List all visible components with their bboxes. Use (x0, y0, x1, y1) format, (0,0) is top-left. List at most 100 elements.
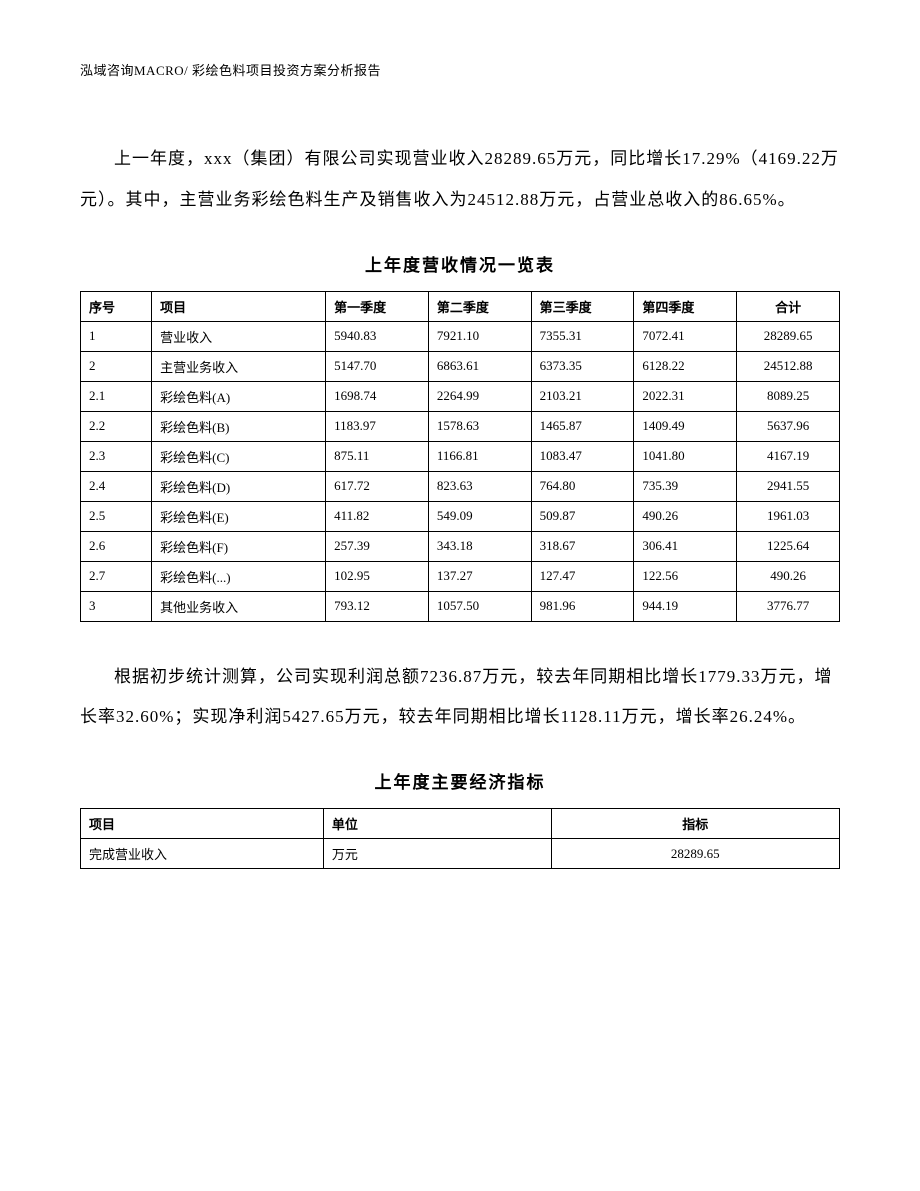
table-cell: 490.26 (737, 561, 840, 591)
table-cell: 2 (81, 351, 152, 381)
table-cell: 7072.41 (634, 321, 737, 351)
table-cell: 735.39 (634, 471, 737, 501)
table-cell: 981.96 (531, 591, 634, 621)
col-q4: 第四季度 (634, 291, 737, 321)
table-cell: 4167.19 (737, 441, 840, 471)
table-cell: 102.95 (326, 561, 429, 591)
col-total: 合计 (737, 291, 840, 321)
table-cell: 1166.81 (428, 441, 531, 471)
col-item: 项目 (152, 291, 326, 321)
table1-body: 1营业收入5940.837921.107355.317072.4128289.6… (81, 321, 840, 621)
table-cell: 306.41 (634, 531, 737, 561)
table-cell: 1578.63 (428, 411, 531, 441)
table1-title: 上年度营收情况一览表 (80, 251, 840, 276)
table-cell: 257.39 (326, 531, 429, 561)
indicator-table: 项目 单位 指标 完成营业收入万元28289.65 (80, 808, 840, 869)
table-cell: 营业收入 (152, 321, 326, 351)
table-cell: 1057.50 (428, 591, 531, 621)
col-unit: 单位 (323, 809, 551, 839)
table-cell: 3776.77 (737, 591, 840, 621)
table-row: 2.7彩绘色料(...)102.95137.27127.47122.56490.… (81, 561, 840, 591)
table-row: 2.2彩绘色料(B)1183.971578.631465.871409.4956… (81, 411, 840, 441)
table-row: 完成营业收入万元28289.65 (81, 839, 840, 869)
table-cell: 793.12 (326, 591, 429, 621)
table-cell: 1 (81, 321, 152, 351)
table-cell: 137.27 (428, 561, 531, 591)
col-seq: 序号 (81, 291, 152, 321)
table-cell: 1961.03 (737, 501, 840, 531)
table-cell: 127.47 (531, 561, 634, 591)
table-cell: 5940.83 (326, 321, 429, 351)
table-cell: 2022.31 (634, 381, 737, 411)
table-cell: 509.87 (531, 501, 634, 531)
col-q2: 第二季度 (428, 291, 531, 321)
table-cell: 875.11 (326, 441, 429, 471)
table-cell: 2.5 (81, 501, 152, 531)
table-cell: 6863.61 (428, 351, 531, 381)
table-cell: 1225.64 (737, 531, 840, 561)
table-cell: 完成营业收入 (81, 839, 324, 869)
col-item: 项目 (81, 809, 324, 839)
table-cell: 1183.97 (326, 411, 429, 441)
table-header-row: 序号 项目 第一季度 第二季度 第三季度 第四季度 合计 (81, 291, 840, 321)
table-cell: 2.2 (81, 411, 152, 441)
table-cell: 28289.65 (551, 839, 839, 869)
table-row: 2.3彩绘色料(C)875.111166.811083.471041.80416… (81, 441, 840, 471)
table-cell: 2.6 (81, 531, 152, 561)
table-cell: 944.19 (634, 591, 737, 621)
table-cell: 617.72 (326, 471, 429, 501)
table-cell: 1041.80 (634, 441, 737, 471)
paragraph-2: 根据初步统计测算，公司实现利润总额7236.87万元，较去年同期相比增长1779… (80, 657, 840, 739)
paragraph-1: 上一年度，xxx（集团）有限公司实现营业收入28289.65万元，同比增长17.… (80, 139, 840, 221)
table-cell: 彩绘色料(A) (152, 381, 326, 411)
table-cell: 万元 (323, 839, 551, 869)
table-cell: 1698.74 (326, 381, 429, 411)
table-header-row: 项目 单位 指标 (81, 809, 840, 839)
table-row: 3其他业务收入793.121057.50981.96944.193776.77 (81, 591, 840, 621)
table-row: 2.6彩绘色料(F)257.39343.18318.67306.411225.6… (81, 531, 840, 561)
table-cell: 彩绘色料(F) (152, 531, 326, 561)
col-q1: 第一季度 (326, 291, 429, 321)
table-cell: 5147.70 (326, 351, 429, 381)
table-cell: 其他业务收入 (152, 591, 326, 621)
table-cell: 28289.65 (737, 321, 840, 351)
table-row: 2.5彩绘色料(E)411.82549.09509.87490.261961.0… (81, 501, 840, 531)
table-cell: 5637.96 (737, 411, 840, 441)
table-row: 2.1彩绘色料(A)1698.742264.992103.212022.3180… (81, 381, 840, 411)
table-cell: 549.09 (428, 501, 531, 531)
col-q3: 第三季度 (531, 291, 634, 321)
table-row: 1营业收入5940.837921.107355.317072.4128289.6… (81, 321, 840, 351)
table-cell: 1465.87 (531, 411, 634, 441)
table-cell: 彩绘色料(D) (152, 471, 326, 501)
table-cell: 彩绘色料(B) (152, 411, 326, 441)
table-cell: 2.7 (81, 561, 152, 591)
page-header: 泓域咨询MACRO/ 彩绘色料项目投资方案分析报告 (80, 60, 840, 79)
table-cell: 1083.47 (531, 441, 634, 471)
table-cell: 2941.55 (737, 471, 840, 501)
table-cell: 7355.31 (531, 321, 634, 351)
table-cell: 7921.10 (428, 321, 531, 351)
revenue-table: 序号 项目 第一季度 第二季度 第三季度 第四季度 合计 1营业收入5940.8… (80, 291, 840, 622)
table-cell: 764.80 (531, 471, 634, 501)
table-cell: 2.1 (81, 381, 152, 411)
table-cell: 1409.49 (634, 411, 737, 441)
table-cell: 3 (81, 591, 152, 621)
table-cell: 彩绘色料(E) (152, 501, 326, 531)
col-value: 指标 (551, 809, 839, 839)
table-row: 2主营业务收入5147.706863.616373.356128.2224512… (81, 351, 840, 381)
table2-body: 完成营业收入万元28289.65 (81, 839, 840, 869)
table-cell: 6373.35 (531, 351, 634, 381)
table-cell: 490.26 (634, 501, 737, 531)
table-cell: 823.63 (428, 471, 531, 501)
table-cell: 彩绘色料(C) (152, 441, 326, 471)
table-cell: 2.4 (81, 471, 152, 501)
table-cell: 彩绘色料(...) (152, 561, 326, 591)
table-cell: 318.67 (531, 531, 634, 561)
table-cell: 2264.99 (428, 381, 531, 411)
table-row: 2.4彩绘色料(D)617.72823.63764.80735.392941.5… (81, 471, 840, 501)
table-cell: 343.18 (428, 531, 531, 561)
table-cell: 122.56 (634, 561, 737, 591)
table-cell: 411.82 (326, 501, 429, 531)
table-cell: 2.3 (81, 441, 152, 471)
table-cell: 主营业务收入 (152, 351, 326, 381)
